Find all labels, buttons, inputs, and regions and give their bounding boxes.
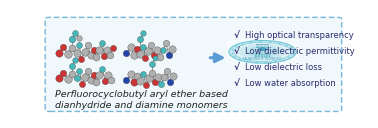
Point (157, 56, 163, 58)
Point (143, 84, 149, 86)
Circle shape (253, 48, 273, 55)
Text: Low water absorption: Low water absorption (245, 79, 336, 88)
Point (152, 81, 158, 83)
Point (79, 83, 85, 85)
Point (128, 46, 134, 48)
Point (137, 53, 143, 55)
Point (135, 48, 141, 50)
Circle shape (229, 40, 296, 63)
Text: √: √ (233, 31, 239, 40)
Circle shape (239, 44, 286, 60)
Point (76, 37, 82, 39)
Text: High optical transparency: High optical transparency (245, 31, 354, 40)
Point (166, 54, 172, 56)
Point (104, 49, 110, 51)
Point (60, 46, 67, 48)
Point (145, 50, 151, 52)
Point (154, 49, 160, 51)
Point (76, 70, 82, 72)
Text: Low dielectric loss: Low dielectric loss (245, 63, 322, 72)
Point (110, 47, 116, 49)
Point (76, 44, 82, 46)
FancyArrowPatch shape (210, 54, 222, 62)
Point (56, 77, 62, 79)
Point (65, 53, 71, 55)
Point (78, 58, 84, 60)
Point (143, 57, 149, 59)
Point (88, 54, 94, 56)
Point (96, 49, 102, 51)
FancyBboxPatch shape (45, 17, 342, 111)
Point (102, 80, 108, 82)
Point (149, 63, 155, 65)
Point (108, 79, 114, 81)
Point (151, 54, 157, 56)
Text: √: √ (233, 47, 239, 56)
Point (163, 42, 169, 44)
Point (91, 49, 97, 51)
Point (88, 79, 94, 81)
Point (158, 83, 164, 85)
Point (152, 57, 158, 59)
Text: √: √ (233, 79, 239, 88)
Point (73, 52, 79, 54)
Point (140, 73, 146, 76)
Point (56, 52, 62, 54)
Point (164, 70, 170, 72)
FancyBboxPatch shape (255, 54, 270, 57)
Point (72, 59, 78, 61)
Point (135, 75, 141, 77)
Point (140, 46, 146, 48)
Point (167, 81, 173, 83)
Circle shape (234, 42, 291, 61)
Text: 大连理工大学: 大连理工大学 (256, 44, 270, 48)
Text: dianhydride and diamine monomers: dianhydride and diamine monomers (54, 101, 227, 110)
Point (82, 51, 88, 53)
Point (131, 54, 137, 56)
Point (82, 76, 88, 78)
Point (99, 68, 105, 70)
Point (170, 75, 176, 77)
Text: √: √ (233, 63, 239, 72)
Text: DALIAN UNIV. OF TECHNOLOGY: DALIAN UNIV. OF TECHNOLOGY (243, 57, 282, 61)
Circle shape (246, 46, 279, 57)
Point (169, 48, 175, 50)
Point (85, 70, 91, 72)
Point (93, 81, 99, 83)
Point (137, 80, 143, 82)
Point (99, 42, 105, 44)
Point (69, 38, 75, 40)
Text: Low dielectric permittivity: Low dielectric permittivity (245, 47, 355, 56)
Point (85, 44, 91, 46)
Point (69, 65, 75, 67)
Point (161, 76, 167, 78)
Point (69, 72, 75, 74)
Point (123, 52, 129, 54)
Point (101, 55, 107, 57)
Point (91, 74, 97, 77)
Point (73, 77, 79, 79)
Point (96, 74, 102, 77)
Point (140, 32, 146, 34)
Point (160, 49, 166, 51)
Point (123, 79, 129, 81)
Point (105, 74, 111, 77)
Text: Perfluorocyclobutyl aryl ether based: Perfluorocyclobutyl aryl ether based (54, 90, 228, 99)
Polygon shape (257, 47, 268, 51)
Point (69, 47, 75, 49)
Point (60, 72, 67, 74)
Point (149, 72, 155, 74)
Point (107, 54, 113, 56)
Point (146, 77, 152, 79)
Point (131, 81, 137, 83)
FancyBboxPatch shape (226, 39, 299, 65)
Point (137, 38, 143, 40)
Point (65, 78, 71, 81)
Point (148, 44, 154, 46)
Point (155, 76, 161, 78)
Point (93, 56, 99, 58)
Point (72, 32, 78, 34)
Point (128, 73, 134, 76)
